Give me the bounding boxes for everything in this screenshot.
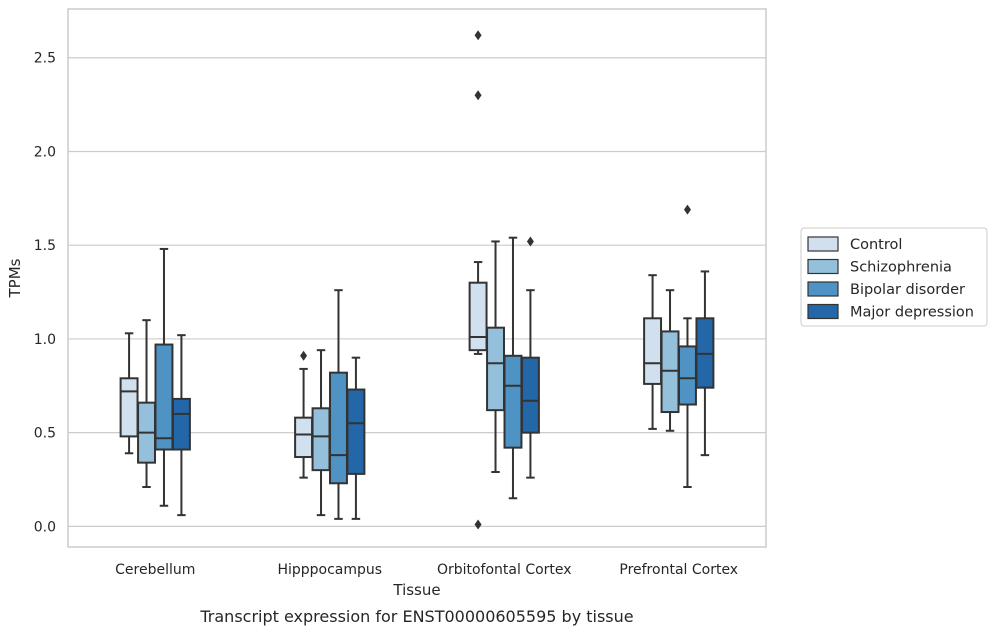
x-axis-label: Tissue xyxy=(392,581,440,599)
box-iqr xyxy=(311,407,331,472)
box-iqr xyxy=(154,343,174,451)
legend-label: Control xyxy=(850,237,902,253)
x-tick-label: Cerebellum xyxy=(115,562,195,578)
legend-frame xyxy=(800,227,988,327)
box-iqr xyxy=(503,354,523,449)
outlier-marker xyxy=(474,30,482,41)
y-axis-label: TPMs xyxy=(6,258,24,298)
legend-swatch xyxy=(807,236,839,252)
outlier-marker xyxy=(474,90,482,101)
x-tick-label: Prefrontal Cortex xyxy=(619,562,738,578)
box-iqr xyxy=(468,281,488,352)
box-iqr xyxy=(486,326,505,412)
x-tick-label: Orbitofontal Cortex xyxy=(437,562,572,578)
box-control xyxy=(294,350,314,479)
legend-swatch xyxy=(807,281,839,297)
box-major-depression xyxy=(171,334,191,517)
box-control xyxy=(643,274,663,430)
box-bipolar-disorder xyxy=(503,236,523,500)
x-tick-label: Hipppocampus xyxy=(277,562,382,578)
box-iqr xyxy=(346,388,366,475)
outlier-marker xyxy=(474,519,482,530)
box-bipolar-disorder xyxy=(154,247,174,507)
plot-frame xyxy=(67,8,767,548)
legend-swatch xyxy=(807,258,839,275)
y-tick-label: 0.5 xyxy=(34,426,56,442)
outlier-marker xyxy=(526,236,534,247)
y-tick-label: 0.0 xyxy=(34,519,56,535)
figure-caption: Transcript expression for ENST0000060559… xyxy=(199,607,633,626)
box-iqr xyxy=(119,377,139,438)
box-schizophrenia xyxy=(660,289,680,432)
box-major-depression xyxy=(520,236,540,479)
box-iqr xyxy=(171,397,191,451)
y-tick-labels: 0.0 0.5 1.0 1.5 2.0 2.5 xyxy=(34,51,56,536)
box-groups xyxy=(119,30,715,530)
box-bipolar-disorder xyxy=(678,204,697,489)
box-iqr xyxy=(329,371,348,485)
box-schizophrenia xyxy=(137,319,156,489)
box-iqr xyxy=(294,416,314,459)
gridlines xyxy=(68,57,766,527)
legend: Control Schizophrenia Bipolar disorder Majo… xyxy=(800,227,988,327)
box-iqr xyxy=(520,356,540,434)
legend-label: Major depression xyxy=(850,305,974,321)
legend-swatch xyxy=(807,303,839,320)
box-control xyxy=(468,30,488,530)
box-schizophrenia xyxy=(311,349,331,517)
y-tick-label: 2.5 xyxy=(34,51,56,67)
box-control xyxy=(119,332,139,455)
box-iqr xyxy=(678,345,697,406)
outlier-marker xyxy=(683,204,691,215)
y-tick-label: 1.5 xyxy=(34,238,56,254)
box-iqr xyxy=(643,317,663,385)
y-tick-label: 2.0 xyxy=(34,144,56,160)
legend-label: Schizophrenia xyxy=(850,260,952,276)
box-bipolar-disorder xyxy=(329,289,348,520)
y-tick-label: 1.0 xyxy=(34,332,56,348)
box-major-depression xyxy=(695,270,715,457)
outlier-marker xyxy=(300,350,308,361)
legend-label: Bipolar disorder xyxy=(850,282,965,298)
box-major-depression xyxy=(346,356,366,520)
box-schizophrenia xyxy=(486,240,505,474)
x-tick-labels: Cerebellum Hipppocampus Orbitofontal Corte… xyxy=(115,562,738,578)
